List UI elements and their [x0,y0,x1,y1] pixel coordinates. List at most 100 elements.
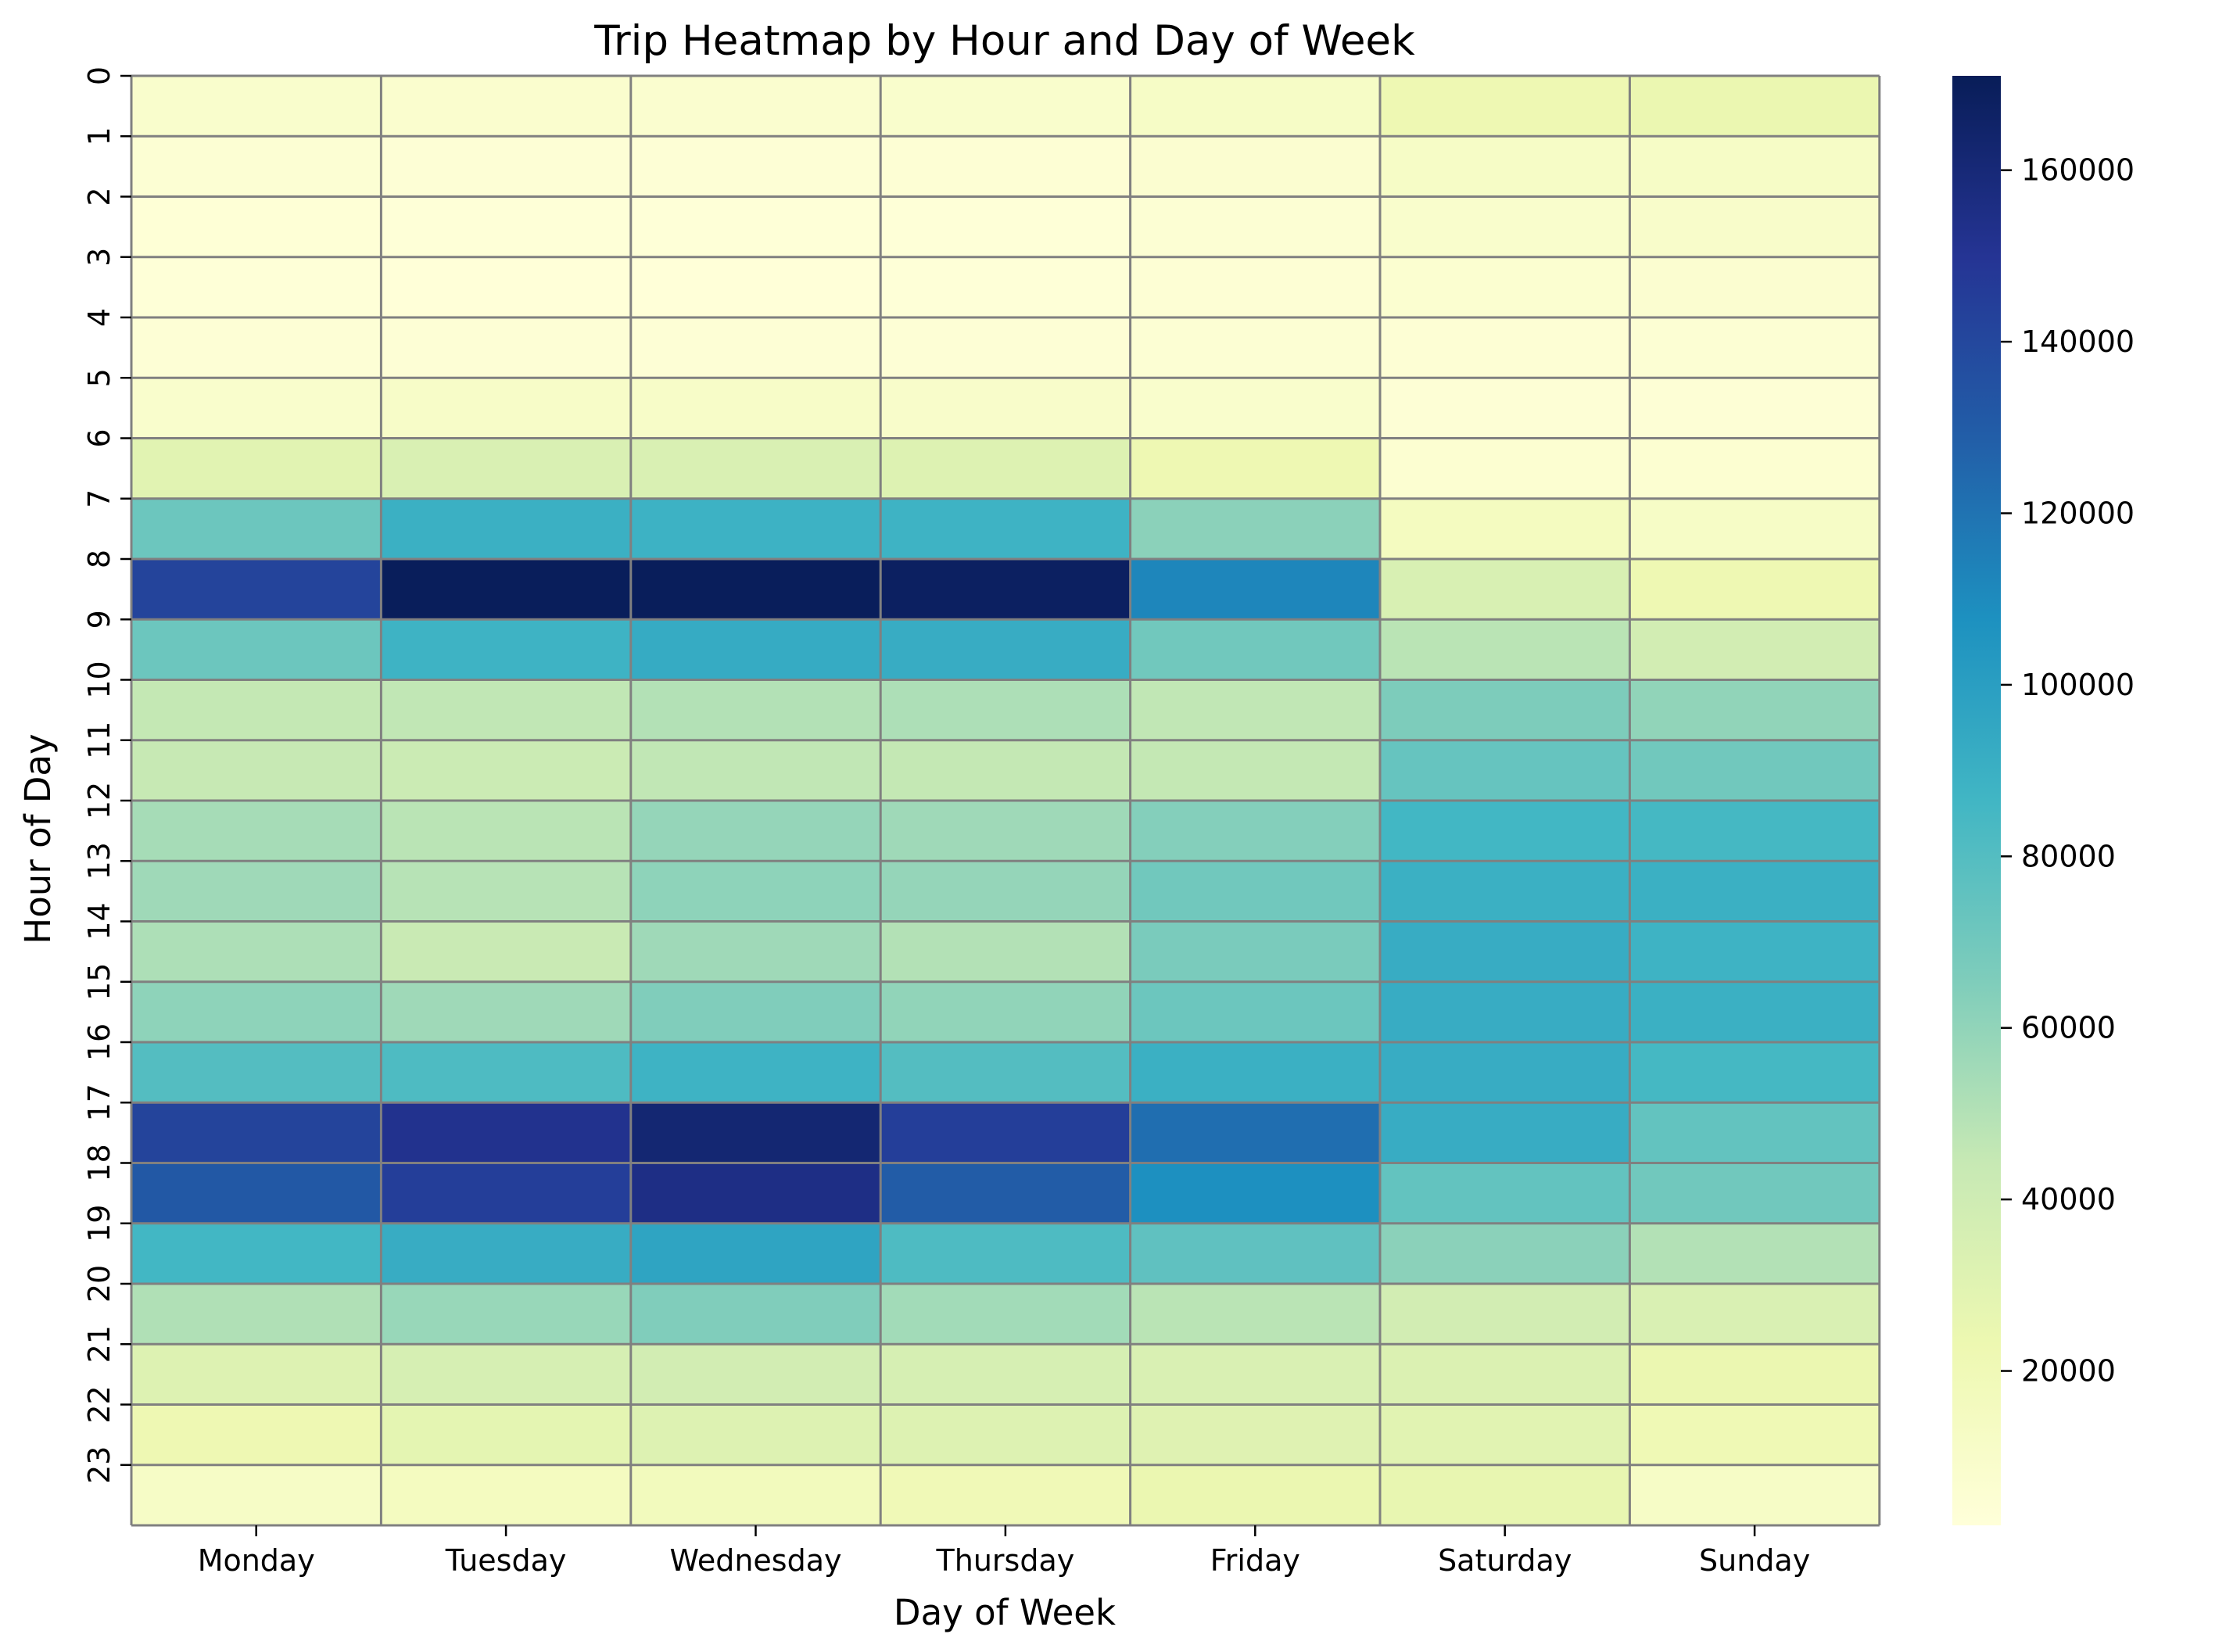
heatmap-cell [381,740,632,801]
colorbar-tick-label: 100000 [2021,668,2135,702]
y-axis-label: Hour of Day [17,733,59,944]
heatmap-cell [131,1163,382,1224]
heatmap-cell [131,679,382,741]
heatmap-cell [630,317,881,378]
heatmap-cell [1130,981,1381,1043]
colorbar-tick-label: 40000 [2021,1182,2116,1217]
y-tick-label: 21 [82,1325,116,1363]
heatmap-cell [1629,317,1880,378]
y-tick-label: 3 [82,248,116,267]
heatmap-cell [1629,1344,1880,1405]
heatmap-cell [1130,136,1381,197]
heatmap-cell [381,619,632,680]
heatmap-cell [381,196,632,258]
heatmap-cell [1130,196,1381,258]
heatmap-cell [381,136,632,197]
heatmap-cell [630,498,881,560]
heatmap-cell [1629,861,1880,922]
x-axis-ticks: Monday Tuesday Wednesday Thursday Friday Satu… [198,1525,1810,1578]
heatmap-cell [1629,1223,1880,1285]
heatmap-cell [1629,136,1880,197]
colorbar-tick-label: 20000 [2021,1354,2116,1389]
heatmap-cell [1380,1464,1630,1526]
heatmap-cell [131,559,382,620]
heatmap-cell [131,740,382,801]
heatmap-cell [1629,438,1880,500]
cell-grid-lines [130,74,1881,1527]
colorbar-tick-label: 120000 [2021,496,2135,530]
y-tick-label: 11 [82,722,116,759]
heatmap-cell [381,679,632,741]
heatmap-cell [630,1404,881,1466]
heatmap-cell [1380,861,1630,922]
heatmap-cell [1629,801,1880,862]
heatmap-cell [1629,378,1880,439]
heatmap-cell [1380,801,1630,862]
heatmap-cell [880,1163,1131,1224]
heatmap-cell [131,619,382,680]
heatmap-cell [131,801,382,862]
y-tick-label: 12 [82,782,116,819]
heatmap-cell [630,1284,881,1345]
heatmap-cell [630,679,881,741]
y-tick-label: 8 [82,550,116,568]
y-tick-label: 18 [82,1144,116,1181]
colorbar-tick-label: 140000 [2021,324,2135,359]
heatmap-cell [1629,76,1880,137]
heatmap-cell [630,136,881,197]
chart-title: Trip Heatmap by Hour and Day of Week [593,17,1415,65]
heatmap-cell [880,196,1131,258]
heatmap-cell [880,801,1131,862]
heatmap-cell [1130,1042,1381,1103]
heatmap-cell [1380,1223,1630,1285]
heatmap-cell [1130,861,1381,922]
heatmap-cell [1629,1404,1880,1466]
heatmap-cell [1380,256,1630,318]
y-tick-label: 0 [82,66,116,85]
heatmap-cell [1629,196,1880,258]
heatmap-cell [1629,981,1880,1043]
y-tick-label: 6 [82,428,116,447]
heatmap-cell [131,921,382,983]
heatmap-cell [381,861,632,922]
colorbar-tick-label: 60000 [2021,1011,2116,1045]
heatmap-cell [1629,679,1880,741]
heatmap-cell [381,317,632,378]
heatmap-cell [381,1223,632,1285]
heatmap-cell [880,1404,1131,1466]
heatmap-cell [1380,559,1630,620]
heatmap-cell [630,1223,881,1285]
y-tick-label: 10 [82,661,116,698]
x-tick-label: Saturday [1438,1543,1572,1578]
y-tick-label: 7 [82,489,116,508]
heatmap-cell [131,861,382,922]
heatmap-cell [1380,1404,1630,1466]
heatmap-cell [1629,619,1880,680]
heatmap-cell [131,438,382,500]
heatmap-cell [381,921,632,983]
heatmap-cell [381,1102,632,1163]
heatmap-cell [1380,981,1630,1043]
heatmap-cell [381,1284,632,1345]
heatmap-cell [1130,559,1381,620]
heatmap-cell [381,1344,632,1405]
y-tick-label: 15 [82,963,116,1001]
heatmap-cell [1130,317,1381,378]
heatmap-cell [1380,679,1630,741]
y-tick-label: 4 [82,308,116,327]
heatmap-cell [1380,378,1630,439]
heatmap-cell [1380,196,1630,258]
heatmap-cell [1380,1102,1630,1163]
y-tick-label: 23 [82,1446,116,1484]
heatmap-cell [131,1404,382,1466]
y-tick-label: 5 [82,368,116,387]
heatmap-cell [880,740,1131,801]
heatmap-cell [880,438,1131,500]
heatmap-cell [1380,619,1630,680]
heatmap-cell [1130,1464,1381,1526]
heatmap-cell [630,921,881,983]
heatmap-cell [131,1223,382,1285]
heatmap-cell [381,981,632,1043]
heatmap-cell [880,679,1131,741]
heatmap-cell [1629,1163,1880,1224]
